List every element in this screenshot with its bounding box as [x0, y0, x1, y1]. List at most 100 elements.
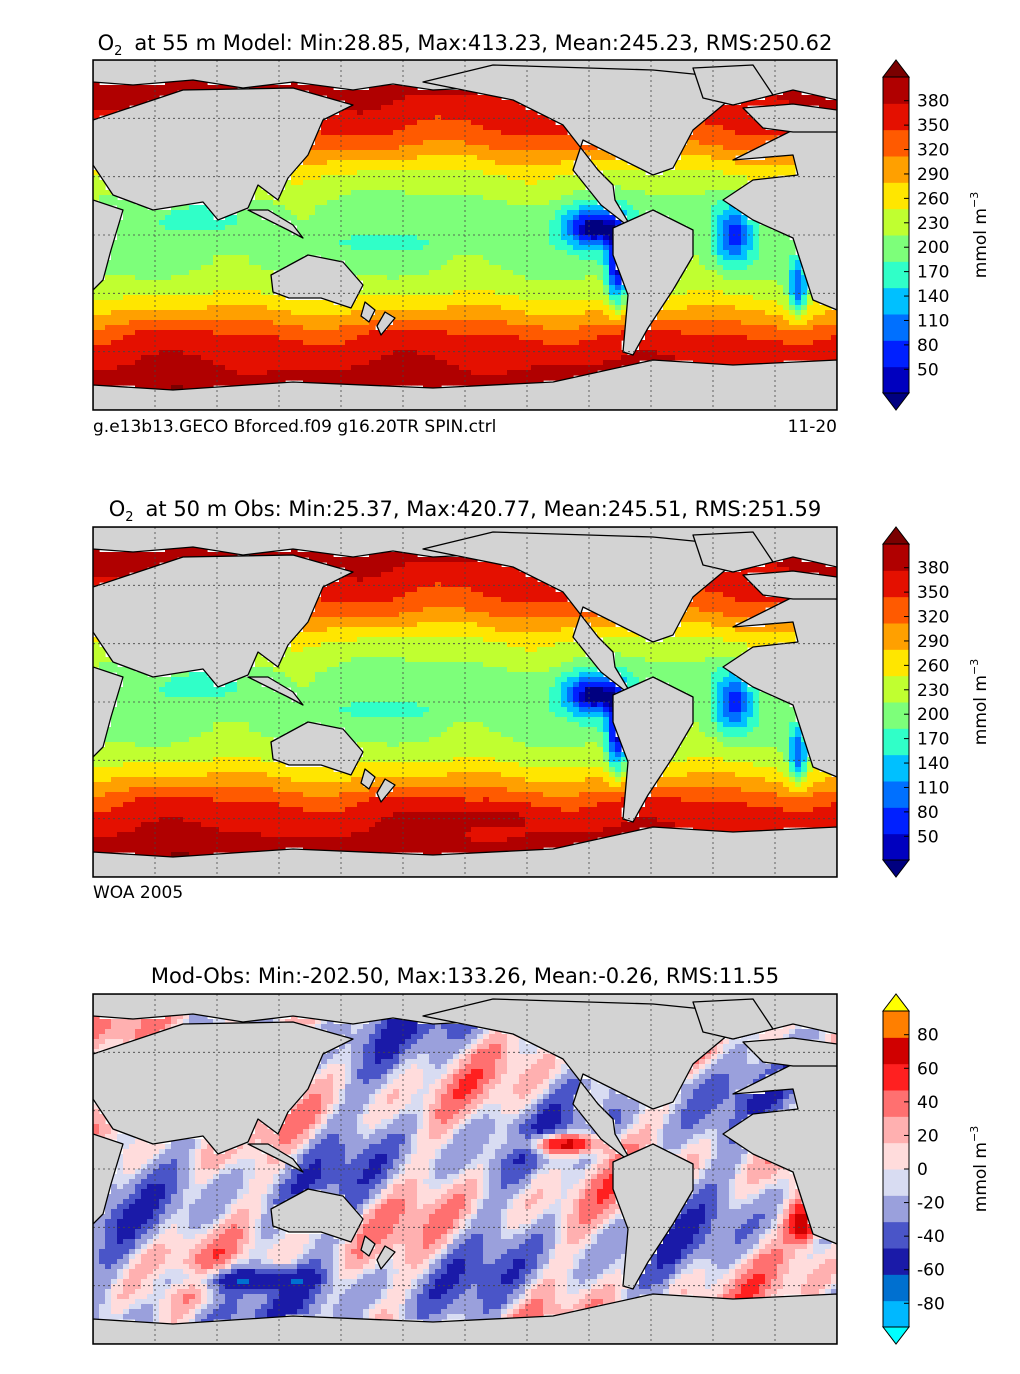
data-cell [705, 315, 712, 321]
data-cell [339, 165, 346, 171]
data-cell [363, 105, 370, 111]
data-cell [111, 335, 118, 341]
data-cell [351, 210, 358, 216]
data-cell [273, 200, 280, 206]
data-cell [711, 235, 718, 241]
data-cell [567, 350, 574, 356]
data-cell [123, 245, 130, 251]
data-cell [555, 165, 562, 171]
data-cell [543, 115, 550, 121]
data-cell [459, 305, 466, 311]
data-cell [351, 235, 358, 241]
data-cell [447, 265, 454, 271]
data-cell [303, 220, 310, 226]
data-cell [213, 265, 220, 271]
data-cell [255, 295, 262, 301]
data-cell [207, 345, 214, 351]
data-cell [519, 185, 526, 191]
data-cell [549, 160, 556, 166]
data-cell [453, 180, 460, 186]
data-cell [405, 185, 412, 191]
data-cell [219, 245, 226, 251]
data-cell [387, 115, 394, 121]
data-cell [249, 200, 256, 206]
data-cell [339, 180, 346, 186]
data-cell [195, 210, 202, 216]
data-cell [111, 355, 118, 361]
data-cell [477, 115, 484, 121]
data-cell [441, 245, 448, 251]
data-cell [339, 350, 346, 356]
data-cell [177, 350, 184, 356]
data-cell [405, 355, 412, 361]
data-cell [783, 260, 790, 266]
data-cell [237, 250, 244, 256]
data-cell [423, 350, 430, 356]
data-cell [777, 310, 784, 316]
data-cell [525, 140, 532, 146]
data-cell [747, 140, 754, 146]
data-cell [147, 365, 154, 371]
data-cell [765, 345, 772, 351]
data-cell [225, 225, 232, 231]
data-cell [705, 310, 712, 316]
data-cell [783, 95, 790, 101]
data-cell [333, 320, 340, 326]
data-cell [261, 315, 268, 321]
data-cell [399, 355, 406, 361]
data-cell [549, 140, 556, 146]
data-cell [351, 135, 358, 141]
data-cell [543, 365, 550, 371]
data-cell [771, 245, 778, 251]
data-cell [657, 320, 664, 326]
data-cell [609, 265, 616, 271]
data-cell [549, 225, 556, 231]
data-cell [699, 210, 706, 216]
data-cell [381, 230, 388, 236]
data-cell [315, 175, 322, 181]
data-cell [753, 240, 760, 246]
data-cell [579, 345, 586, 351]
data-cell [345, 110, 352, 116]
data-cell [441, 105, 448, 111]
data-cell [459, 355, 466, 361]
data-cell [813, 320, 820, 326]
data-cell [117, 90, 124, 96]
data-cell [687, 200, 694, 206]
data-cell [405, 285, 412, 291]
data-cell [693, 355, 700, 361]
data-cell [255, 300, 262, 306]
data-cell [177, 345, 184, 351]
data-cell [333, 230, 340, 236]
data-cell [117, 220, 124, 226]
data-cell [711, 165, 718, 171]
data-cell [381, 330, 388, 336]
data-cell [201, 315, 208, 321]
data-cell [747, 330, 754, 336]
data-cell [465, 260, 472, 266]
data-cell [267, 260, 274, 266]
data-cell [411, 140, 418, 146]
data-cell [471, 210, 478, 216]
data-cell [297, 230, 304, 236]
data-cell [279, 195, 286, 201]
data-cell [477, 360, 484, 366]
data-cell [303, 195, 310, 201]
data-cell [741, 295, 748, 301]
data-cell [717, 340, 724, 346]
data-cell [531, 110, 538, 116]
data-cell [447, 115, 454, 121]
data-cell [105, 90, 112, 96]
data-cell [543, 180, 550, 186]
data-cell [363, 125, 370, 131]
data-cell [465, 205, 472, 211]
data-cell [345, 325, 352, 331]
data-cell [609, 240, 616, 246]
data-cell [213, 280, 220, 286]
data-cell [219, 290, 226, 296]
data-cell [321, 165, 328, 171]
data-cell [549, 250, 556, 256]
data-cell [129, 205, 136, 211]
data-cell [549, 300, 556, 306]
data-cell [273, 365, 280, 371]
